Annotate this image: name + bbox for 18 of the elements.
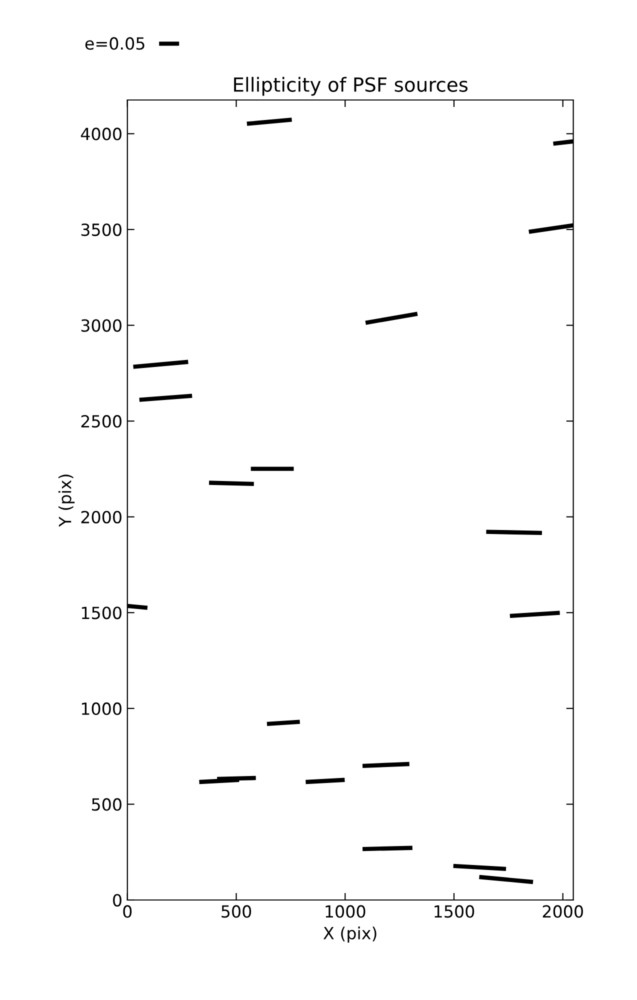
- y-tick-label: 1500: [82, 606, 122, 620]
- x-tick-label: 2000: [542, 905, 583, 918]
- x-tick-label: 500: [222, 905, 252, 918]
- x-tick-label: 1000: [326, 905, 366, 918]
- y-tick-label: 3000: [81, 319, 122, 332]
- y-tick-label: 1000: [82, 702, 122, 715]
- x-axis-title: X (pix): [323, 926, 376, 943]
- y-tick-label: 4000: [80, 128, 122, 140]
- y-tick-label: 2000: [81, 510, 122, 524]
- x-tick-label: 0: [123, 905, 132, 918]
- legend-label: e=0.05: [85, 37, 144, 50]
- x-tick-label: 1500: [434, 905, 474, 918]
- y-tick-label: 3500: [81, 223, 122, 236]
- y-tick-label: 500: [92, 798, 122, 811]
- chart-title: Ellipticity of PSF sources: [234, 76, 468, 96]
- y-axis-title: Y (pix): [58, 474, 75, 527]
- y-tick-label: 0: [113, 894, 122, 907]
- y-tick-label: 2500: [81, 415, 122, 428]
